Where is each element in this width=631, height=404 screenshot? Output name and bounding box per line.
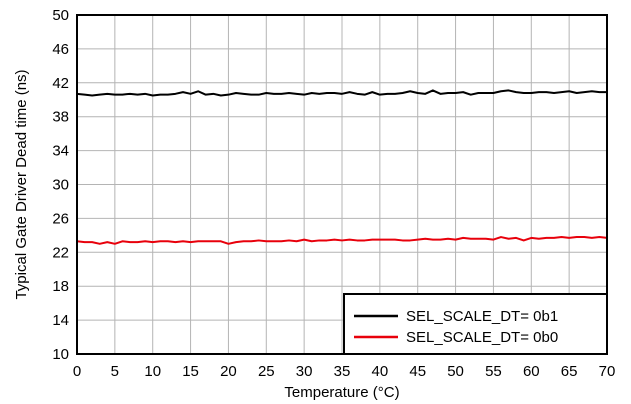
y-tick-label: 10 — [52, 346, 69, 363]
y-tick-label: 46 — [52, 41, 69, 58]
x-axis-title: Temperature (°C) — [284, 384, 399, 401]
x-tick-label: 20 — [220, 363, 237, 380]
x-tick-label: 35 — [334, 363, 351, 380]
x-tick-label: 10 — [144, 363, 161, 380]
x-tick-label: 15 — [182, 363, 199, 380]
y-tick-label: 38 — [52, 109, 69, 126]
y-tick-label: 34 — [52, 143, 69, 160]
x-tick-label: 50 — [447, 363, 464, 380]
y-axis-title: Typical Gate Driver Dead time (ns) — [13, 69, 30, 299]
x-tick-label: 55 — [485, 363, 502, 380]
y-axis-ticks: 10 14 18 22 26 30 34 38 42 46 50 — [52, 7, 69, 363]
x-tick-label: 5 — [111, 363, 119, 380]
y-tick-label: 18 — [52, 278, 69, 295]
x-tick-label: 25 — [258, 363, 275, 380]
legend-label-0b0: SEL_SCALE_DT= 0b0 — [406, 329, 558, 346]
series-line-1 — [76, 236, 608, 245]
y-tick-label: 22 — [52, 244, 69, 261]
legend-box — [343, 293, 608, 355]
y-tick-label: 26 — [52, 210, 69, 227]
legend-label-0b1: SEL_SCALE_DT= 0b1 — [406, 308, 558, 325]
x-tick-label: 30 — [296, 363, 313, 380]
x-tick-label: 45 — [409, 363, 426, 380]
series-line-0 — [76, 89, 607, 97]
x-axis-ticks: 0 5 10 15 20 25 30 35 40 45 50 55 60 65 70 — [73, 363, 616, 380]
x-tick-label: 70 — [599, 363, 616, 380]
x-tick-label: 0 — [73, 363, 81, 380]
series-layer — [76, 89, 608, 245]
x-tick-label: 60 — [523, 363, 540, 380]
y-tick-label: 42 — [52, 75, 69, 92]
y-tick-label: 30 — [52, 177, 69, 194]
y-tick-label: 14 — [52, 312, 69, 329]
x-tick-label: 65 — [561, 363, 578, 380]
plot-frame — [76, 14, 608, 355]
legend: SEL_SCALE_DT= 0b1 SEL_SCALE_DT= 0b0 — [343, 293, 608, 355]
x-tick-label: 40 — [372, 363, 389, 380]
y-tick-label: 50 — [52, 7, 69, 24]
